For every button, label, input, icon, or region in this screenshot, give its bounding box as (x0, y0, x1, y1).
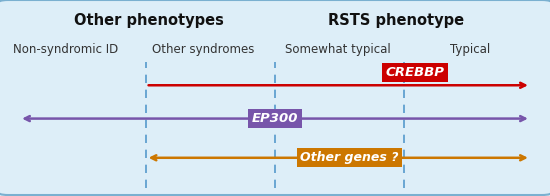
Text: RSTS phenotype: RSTS phenotype (328, 13, 464, 28)
Text: Non-syndromic ID: Non-syndromic ID (13, 44, 119, 56)
Text: Other syndromes: Other syndromes (152, 44, 255, 56)
Text: EP300: EP300 (252, 112, 298, 125)
Text: CREBBP: CREBBP (386, 66, 445, 79)
Text: Other phenotypes: Other phenotypes (74, 13, 223, 28)
Text: Somewhat typical: Somewhat typical (285, 44, 391, 56)
Text: Other genes ?: Other genes ? (300, 151, 399, 164)
Text: Typical: Typical (450, 44, 491, 56)
